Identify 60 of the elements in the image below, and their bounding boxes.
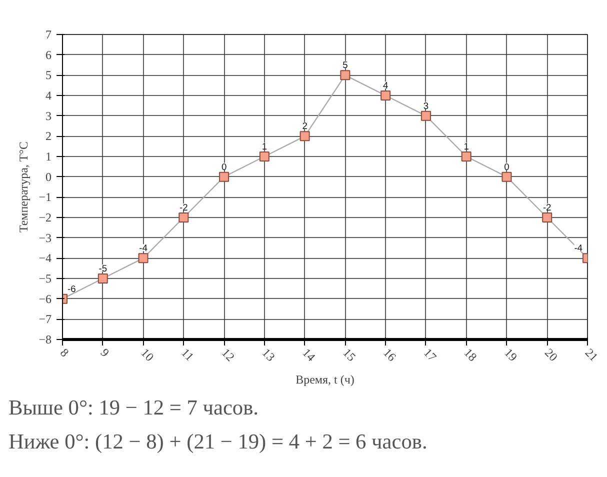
- x-tick-label: 20: [542, 346, 560, 364]
- x-tick-label: 17: [420, 346, 440, 364]
- x-tick-label: 15: [340, 346, 359, 364]
- data-label: -5: [98, 264, 108, 274]
- data-label: 4: [382, 80, 388, 90]
- data-label: 0: [221, 162, 227, 172]
- x-tick-label: 12: [219, 346, 238, 364]
- y-tick-label: 7: [46, 28, 52, 42]
- y-tick-label: −7: [38, 312, 52, 326]
- data-label: 5: [342, 60, 348, 70]
- y-tick-label: 4: [46, 88, 52, 102]
- point: [340, 70, 350, 80]
- text: Выше 0°: 19 − 12 = 7 часов.: [8, 396, 258, 420]
- x-tick-label: 21: [582, 346, 601, 364]
- y-axis-title: Температура, T°C: [16, 141, 31, 233]
- point: [178, 212, 189, 222]
- y-tick-label: −3: [38, 230, 52, 245]
- data-label: 1: [464, 142, 469, 152]
- x-tick-label: 14: [300, 346, 318, 364]
- x-axis-title: Время, t (ч): [296, 372, 354, 387]
- y-tick-label: −5: [38, 272, 52, 286]
- x-tick-label: 8: [57, 346, 72, 360]
- y-tick-label: 5: [46, 68, 52, 82]
- point: [542, 212, 552, 222]
- y-tick-label: −2: [38, 210, 52, 224]
- point: [461, 152, 472, 162]
- point: [259, 152, 270, 162]
- point: [380, 90, 391, 100]
- y-tick-label: −1: [38, 190, 52, 204]
- y-tick-label: 6: [46, 48, 52, 62]
- data-label: -2: [180, 202, 188, 212]
- point: [98, 274, 108, 284]
- x-tick-label: 19: [502, 346, 520, 364]
- data-label: 2: [302, 121, 308, 132]
- data-label: -4: [139, 243, 148, 254]
- x-tick-label: 16: [380, 346, 399, 364]
- point: [502, 172, 512, 182]
- y-tick-label: −8: [38, 332, 52, 346]
- data-label: 1: [262, 142, 268, 152]
- x-tick-label: 13: [259, 346, 278, 364]
- data-label: -6: [68, 284, 76, 294]
- y-tick-label: 0: [46, 170, 52, 184]
- data-label: 3: [423, 100, 429, 111]
- x-tick-label: 11: [178, 346, 197, 364]
- y-tick-label: 3: [46, 108, 52, 123]
- point: [219, 172, 230, 182]
- point: [300, 131, 310, 142]
- y-tick-label: −6: [38, 292, 52, 306]
- y-tick-label: 1: [46, 150, 52, 164]
- x-tick-label: 18: [461, 346, 480, 364]
- data-label: -2: [542, 202, 552, 212]
- y-tick-label: 2: [46, 129, 52, 144]
- data-label: 0: [504, 162, 510, 172]
- text: Ниже 0°: (12 − 8) + (21 − 19) = 4 + 2 = 6 часов.: [8, 430, 428, 454]
- x-tick-label: 9: [98, 346, 112, 360]
- point: [420, 110, 431, 121]
- data-label: -4: [574, 243, 583, 254]
- point: [138, 253, 148, 264]
- x-tick-label: 10: [138, 346, 157, 364]
- y-tick-label: −4: [38, 251, 52, 266]
